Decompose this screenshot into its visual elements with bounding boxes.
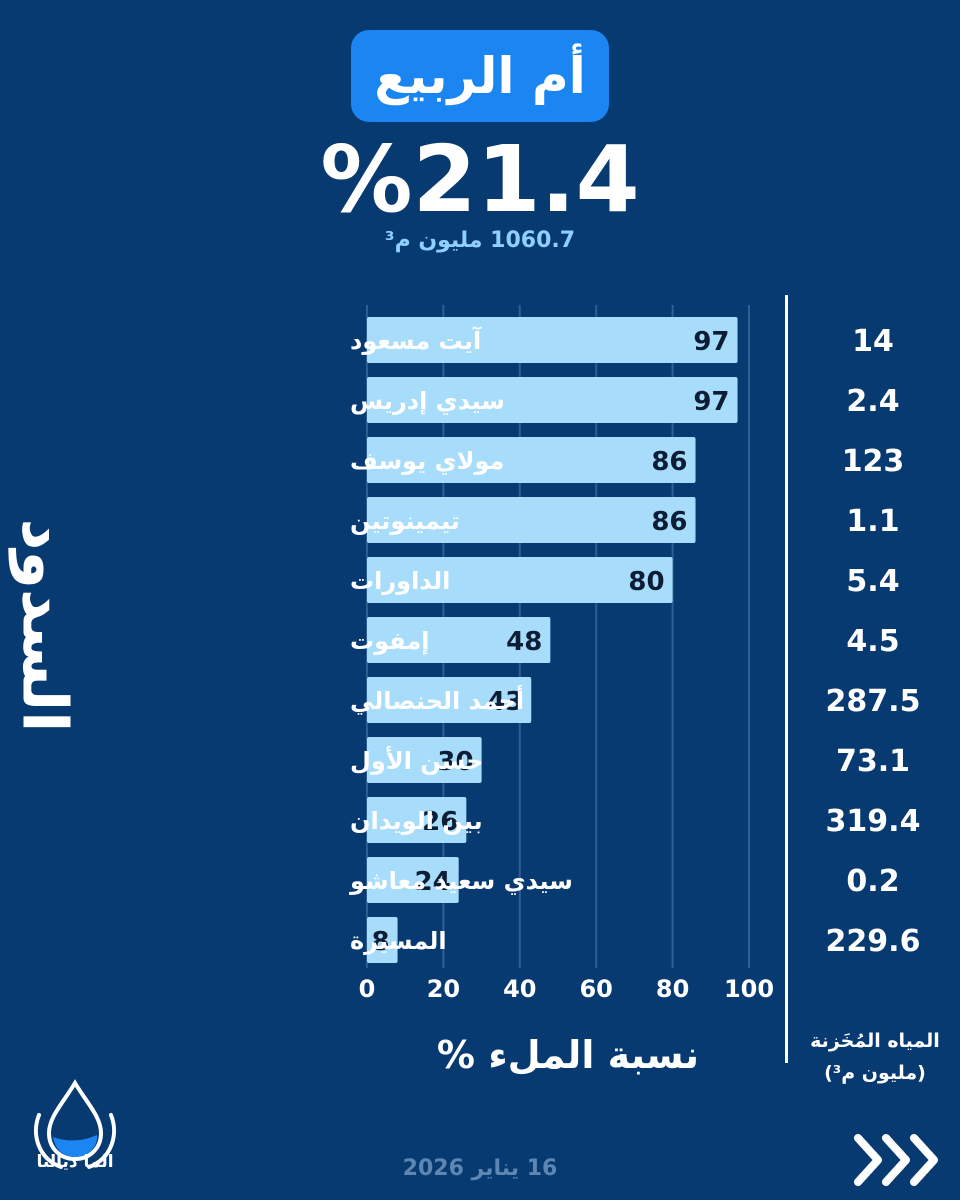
date-label: 16 يناير 2026 bbox=[402, 1156, 558, 1181]
dam-name-label: سيدي إدريس bbox=[350, 387, 505, 415]
logo-text: الما ديالنا bbox=[36, 1152, 114, 1172]
bar-value-label: 86 bbox=[651, 447, 687, 477]
stored-volume-value: 319.4 bbox=[826, 804, 921, 839]
x-tick-label: 100 bbox=[724, 975, 774, 1003]
column-divider bbox=[785, 295, 788, 1063]
stored-volume-value: 5.4 bbox=[846, 564, 899, 599]
dam-name-label: المسيرة bbox=[350, 927, 447, 955]
stored-volume-value: 4.5 bbox=[846, 624, 899, 659]
stored-volume-value: 14 bbox=[852, 324, 894, 359]
dam-name-label: الداورات bbox=[350, 567, 450, 595]
bar bbox=[367, 797, 467, 843]
bar-value-label: 43 bbox=[487, 687, 523, 717]
triple-chevron-right-icon[interactable] bbox=[850, 1130, 945, 1190]
dam-name-label: إمفوت bbox=[350, 627, 430, 655]
basin-title: أم الربيع bbox=[351, 30, 609, 122]
fill-rate-total: %21.4 bbox=[320, 126, 640, 233]
x-tick-label: 80 bbox=[656, 975, 689, 1003]
fill-rate-chart: 97 آيت مسعود 14 97 سيدي إدريس 2.4 86 مولاي يوسف… bbox=[349, 305, 921, 1077]
bar bbox=[367, 737, 482, 783]
bar bbox=[367, 317, 738, 363]
stored-volume-value: 0.2 bbox=[846, 864, 899, 899]
bar-value-label: 97 bbox=[693, 387, 729, 417]
water-drop-hands-icon bbox=[34, 1079, 116, 1169]
bar-value-label: 30 bbox=[437, 747, 473, 777]
bar bbox=[367, 377, 738, 423]
stored-volume-total: 1060.7 مليون م³ bbox=[384, 228, 576, 253]
x-axis-title: نسبة الملء % bbox=[437, 1033, 699, 1077]
x-tick-label: 20 bbox=[427, 975, 460, 1003]
bar bbox=[367, 497, 696, 543]
dam-name-label: تيمينوتين bbox=[350, 507, 460, 535]
bar-value-label: 97 bbox=[693, 327, 729, 357]
stored-volume-value: 73.1 bbox=[836, 744, 910, 779]
bar-value-label: 26 bbox=[422, 807, 458, 837]
dam-name-label: حسن الأول bbox=[350, 746, 484, 775]
bar bbox=[367, 437, 696, 483]
stored-volume-value: 123 bbox=[842, 444, 905, 479]
bar bbox=[367, 557, 673, 603]
dam-name-label: سيدي سعيد معاشو bbox=[349, 867, 573, 895]
bar bbox=[367, 917, 398, 963]
bar-value-label: 8 bbox=[371, 927, 389, 957]
stored-volume-value: 287.5 bbox=[826, 684, 921, 719]
stored-volume-value: 229.6 bbox=[826, 924, 921, 959]
dam-name-label: بين الويدان bbox=[350, 807, 483, 835]
bar bbox=[367, 617, 551, 663]
bar bbox=[367, 857, 459, 903]
bar-value-label: 48 bbox=[506, 627, 542, 657]
bar-value-label: 24 bbox=[414, 867, 450, 897]
stored-volume-value: 2.4 bbox=[846, 384, 899, 419]
dam-name-label: آيت مسعود bbox=[350, 326, 482, 355]
x-tick-label: 60 bbox=[579, 975, 612, 1003]
x-tick-label: 40 bbox=[503, 975, 536, 1003]
dam-name-label: أحمد الحنصالي bbox=[350, 685, 524, 715]
bar-value-label: 86 bbox=[651, 507, 687, 537]
dam-name-label: مولاي يوسف bbox=[350, 447, 504, 475]
bar-value-label: 80 bbox=[628, 567, 664, 597]
x-tick-label: 0 bbox=[359, 975, 376, 1003]
stored-volume-value: 1.1 bbox=[846, 504, 899, 539]
bar bbox=[367, 677, 532, 723]
stored-water-column-title: المياه المُخَزنة (مليون م³) bbox=[810, 1030, 940, 1084]
